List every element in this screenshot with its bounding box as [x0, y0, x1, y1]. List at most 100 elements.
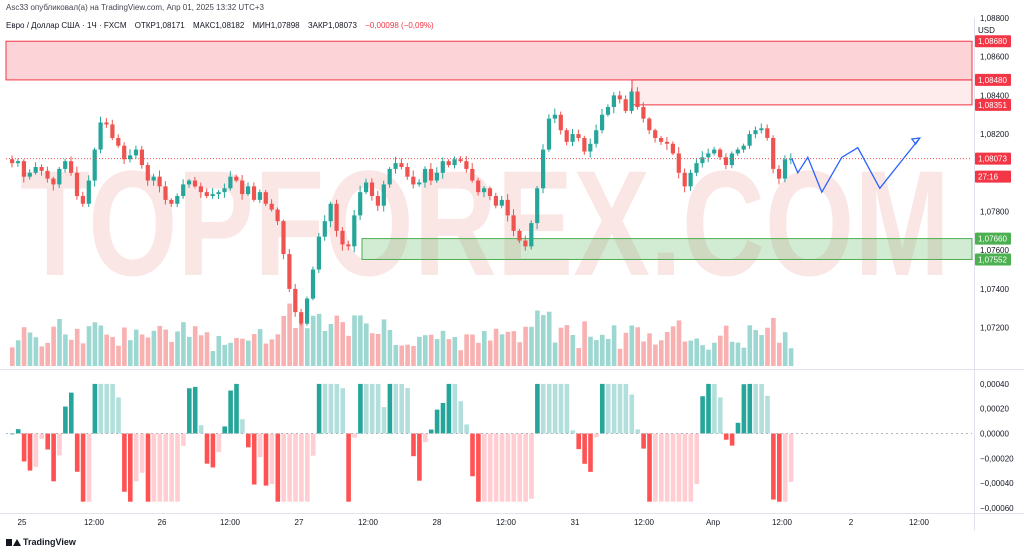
candle-body[interactable] — [676, 153, 681, 173]
candle-body[interactable] — [299, 312, 304, 324]
candle-body[interactable] — [358, 192, 363, 216]
candle-body[interactable] — [346, 244, 351, 247]
candle-body[interactable] — [86, 180, 91, 204]
candle-body[interactable] — [15, 161, 21, 164]
candle-body[interactable] — [281, 221, 286, 255]
candle-body[interactable] — [605, 107, 611, 115]
candle-body[interactable] — [782, 159, 788, 179]
candle-body[interactable] — [39, 166, 44, 171]
price-badge-red[interactable] — [975, 35, 1011, 48]
candle-body[interactable] — [98, 122, 103, 150]
candle-body[interactable] — [293, 288, 298, 313]
candle-body[interactable] — [251, 186, 257, 200]
candle-body[interactable] — [694, 163, 699, 173]
candle-body[interactable] — [210, 194, 215, 197]
candle-body[interactable] — [576, 134, 581, 138]
candle-body[interactable] — [735, 149, 740, 154]
candle-body[interactable] — [63, 161, 68, 169]
price-badge-green[interactable] — [975, 253, 1011, 266]
candle-body[interactable] — [712, 149, 717, 154]
candle-body[interactable] — [529, 223, 534, 247]
candle-body[interactable] — [670, 143, 675, 154]
candle-body[interactable] — [234, 176, 239, 181]
candle-body[interactable] — [369, 182, 375, 197]
candle-body[interactable] — [45, 170, 50, 179]
candle-body[interactable] — [275, 209, 280, 222]
candle-body[interactable] — [611, 95, 616, 108]
zone-resistance-0[interactable] — [5, 40, 973, 81]
candle-body[interactable] — [328, 203, 333, 222]
candle-body[interactable] — [641, 107, 646, 119]
candle-body[interactable] — [570, 134, 575, 142]
candle-body[interactable] — [452, 159, 457, 166]
candle-body[interactable] — [305, 298, 310, 324]
candle-body[interactable] — [564, 130, 569, 142]
candle-body[interactable] — [505, 199, 510, 216]
candle-body[interactable] — [594, 130, 599, 144]
price-badge-red[interactable] — [975, 73, 1011, 86]
candle-body[interactable] — [340, 230, 345, 245]
candle-body[interactable] — [257, 192, 262, 200]
candle-body[interactable] — [747, 134, 752, 146]
candle-body[interactable] — [51, 178, 56, 185]
candle-body[interactable] — [381, 184, 386, 206]
price-badge-countdown[interactable] — [975, 170, 1011, 183]
candle-body[interactable] — [204, 192, 209, 197]
price-badge-green[interactable] — [975, 232, 1011, 245]
candle-body[interactable] — [216, 192, 221, 195]
candle-body[interactable] — [476, 180, 481, 193]
candle-body[interactable] — [133, 149, 139, 156]
candle-body[interactable] — [139, 149, 144, 166]
candle-body[interactable] — [240, 180, 245, 195]
candle-body[interactable] — [122, 145, 127, 160]
candle-body[interactable] — [222, 188, 227, 193]
candle-body[interactable] — [269, 203, 274, 210]
candle-body[interactable] — [21, 161, 26, 177]
candle-body[interactable] — [558, 114, 563, 131]
candle-body[interactable] — [163, 186, 168, 200]
candle-body[interactable] — [364, 182, 369, 193]
candle-body[interactable] — [423, 168, 428, 183]
candle-body[interactable] — [723, 157, 729, 166]
candle-body[interactable] — [771, 137, 776, 169]
candle-body[interactable] — [192, 180, 198, 187]
candle-body[interactable] — [617, 95, 622, 100]
candle-body[interactable] — [405, 166, 410, 177]
candle-body[interactable] — [128, 155, 133, 160]
candle-body[interactable] — [181, 184, 186, 197]
candle-body[interactable] — [110, 124, 115, 138]
symbol-name[interactable]: Евро / Доллар США · 1Ч · FXCM — [6, 21, 127, 30]
candle-body[interactable] — [541, 149, 546, 189]
candle-body[interactable] — [482, 188, 487, 193]
candle-body[interactable] — [104, 122, 109, 125]
candle-body[interactable] — [33, 166, 38, 173]
zone-resistance-light-1[interactable] — [631, 79, 973, 106]
candle-body[interactable] — [145, 165, 150, 181]
candle-body[interactable] — [629, 91, 634, 111]
candle-body[interactable] — [10, 159, 15, 164]
candle-body[interactable] — [487, 188, 493, 197]
candle-body[interactable] — [470, 168, 475, 181]
candle-body[interactable] — [157, 176, 162, 187]
candle-body[interactable] — [352, 215, 357, 247]
candle-body[interactable] — [411, 176, 416, 185]
candle-body[interactable] — [322, 221, 327, 237]
candle-body[interactable] — [659, 137, 664, 142]
candle-body[interactable] — [635, 91, 640, 108]
candle-body[interactable] — [718, 149, 723, 158]
candle-body[interactable] — [169, 199, 174, 204]
currency-label[interactable]: USD — [978, 26, 995, 35]
zone-support-2[interactable] — [361, 238, 973, 260]
candle-body[interactable] — [535, 188, 540, 224]
candle-body[interactable] — [198, 186, 203, 193]
candle-body[interactable] — [464, 161, 469, 169]
candle-body[interactable] — [74, 172, 80, 197]
candle-body[interactable] — [788, 158, 793, 160]
candle-body[interactable] — [27, 172, 32, 177]
price-badge-red[interactable] — [975, 98, 1011, 111]
candle-body[interactable] — [517, 230, 522, 241]
candle-body[interactable] — [653, 130, 658, 138]
candle-body[interactable] — [546, 118, 552, 150]
candle-body[interactable] — [316, 236, 321, 270]
